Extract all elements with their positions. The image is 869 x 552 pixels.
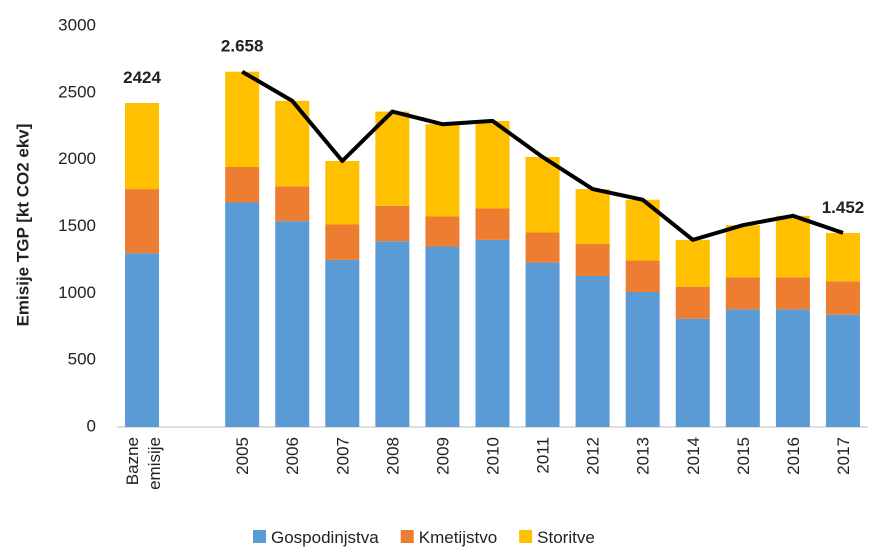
x-tick-label: 2015 [734,437,753,475]
bar-segment [675,239,710,287]
bar-segment [575,189,610,244]
bar-segment [225,167,260,203]
bar-segment [475,239,510,427]
bar-segment [725,225,760,278]
bar-segment [425,246,460,427]
x-tick-label: 2014 [684,437,703,475]
bar-segment [775,309,810,427]
bar-segment [325,224,360,260]
bar-segment [725,277,760,310]
x-tick-label: 2017 [834,437,853,475]
bar-segment [525,156,560,233]
bar-segment [825,314,860,427]
bar-segment [675,318,710,427]
bar-segment [475,120,510,209]
y-axis-label: Emisije TGP [kt CO2 ekv] [13,124,32,327]
y-tick-label: 0 [87,416,96,435]
legend: Gospodinjstva Kmetijstvo Storitve [253,528,595,547]
x-tick-label: 2012 [584,437,603,475]
bar-segment [125,189,160,254]
y-tick-label: 3000 [58,15,96,34]
x-tick-label: 2013 [634,437,653,475]
x-tick-label: 2011 [534,437,553,474]
data-label: 2.658 [221,37,264,56]
y-tick-label: 1000 [58,283,96,302]
bar-segment [375,111,410,206]
bar-segment [275,186,310,222]
bar-segment [425,216,460,247]
bar-segment [825,232,860,282]
legend-label: Gospodinjstva [271,528,379,547]
bar-segment [775,277,810,310]
x-tick-label: 2005 [233,437,252,475]
x-tick-label: 2008 [383,437,402,475]
x-tick-label: Bazne emisije [123,437,164,490]
bar-segment [575,275,610,427]
bar-segment [375,205,410,242]
legend-swatch [400,530,414,543]
bar-segment [275,221,310,427]
legend-label: Kmetijstvo [419,528,497,547]
x-tick-label: 2006 [283,437,302,475]
bar-segment [575,243,610,276]
legend-swatch [519,530,533,543]
x-tick-label: 2007 [333,437,352,475]
bar-segment [225,202,260,427]
y-tick-label: 2000 [58,149,96,168]
bar-segment [625,260,660,292]
data-label: 1.452 [822,198,865,217]
bar-segment [525,232,560,263]
bar-segment [125,253,160,427]
x-tick-label: 2009 [433,437,452,475]
bar-segment [125,102,160,190]
bar-segment [325,161,360,225]
bar-segment [675,286,710,319]
bar-segment [225,71,260,168]
y-tick-label: 500 [68,350,96,369]
bar-segment [475,208,510,240]
bar-segment [425,124,460,217]
y-tick-label: 2500 [58,82,96,101]
bar-segment [725,309,760,427]
data-label: 2424 [123,68,161,87]
x-tick-label: 2016 [784,437,803,475]
legend-swatch [253,530,266,543]
bar-segment [825,281,860,315]
bar-segment [775,215,810,278]
y-tick-label: 1500 [58,216,96,235]
bar-segment [625,291,660,427]
total-line [241,69,844,242]
bar-segment [375,241,410,427]
x-tick-label: 2010 [484,437,503,475]
bar-segment [525,262,560,427]
bar-segment [325,259,360,427]
legend-label: Storitve [537,528,595,547]
